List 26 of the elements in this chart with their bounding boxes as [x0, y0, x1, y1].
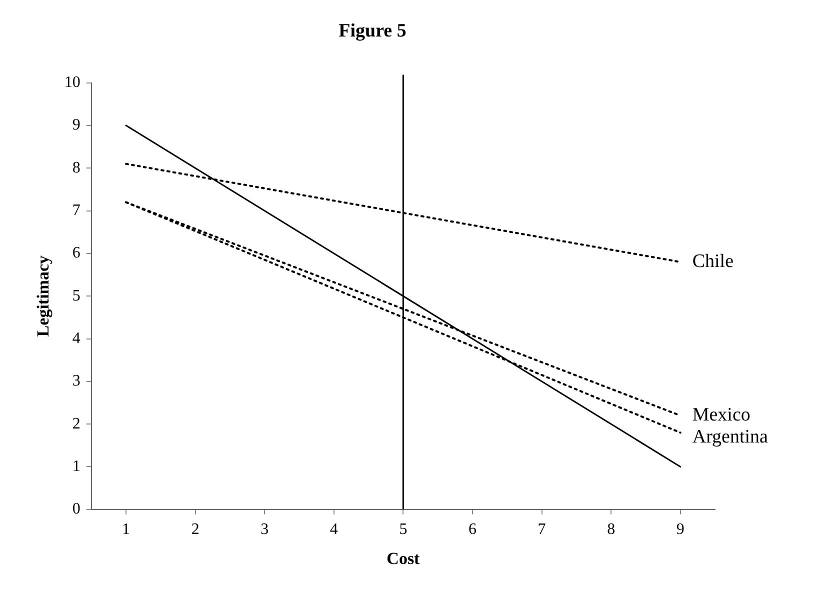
y-tick-label: 3 — [72, 372, 80, 390]
x-tick-label: 3 — [260, 521, 269, 538]
x-tick-label: 8 — [607, 521, 616, 538]
y-tick-label: 9 — [72, 116, 80, 134]
x-tick-label: 9 — [676, 521, 684, 538]
y-axis-title: Legitimacy — [34, 255, 53, 337]
x-tick-label: 5 — [399, 521, 408, 538]
y-tick-label: 7 — [72, 202, 80, 219]
series-label: Mexico — [692, 404, 750, 426]
series-label: Argentina — [692, 426, 769, 448]
y-tick-label: 8 — [72, 159, 80, 176]
chart-title: Figure 5 — [338, 20, 406, 42]
y-tick-label: 10 — [64, 74, 80, 92]
x-tick-label: 4 — [330, 521, 338, 538]
series-label: Chile — [692, 250, 734, 272]
x-tick-label: 6 — [468, 521, 476, 538]
x-tick-label: 1 — [122, 521, 130, 538]
x-tick-label: 7 — [538, 521, 546, 538]
y-tick-label: 6 — [72, 244, 80, 262]
x-tick-label: 2 — [191, 521, 200, 538]
y-tick-label: 2 — [72, 415, 80, 432]
y-tick-label: 4 — [72, 330, 80, 347]
y-tick-label: 1 — [72, 458, 80, 475]
y-tick-label: 5 — [72, 287, 80, 304]
y-tick-label: 0 — [72, 500, 80, 518]
x-axis-title: Cost — [386, 549, 420, 568]
